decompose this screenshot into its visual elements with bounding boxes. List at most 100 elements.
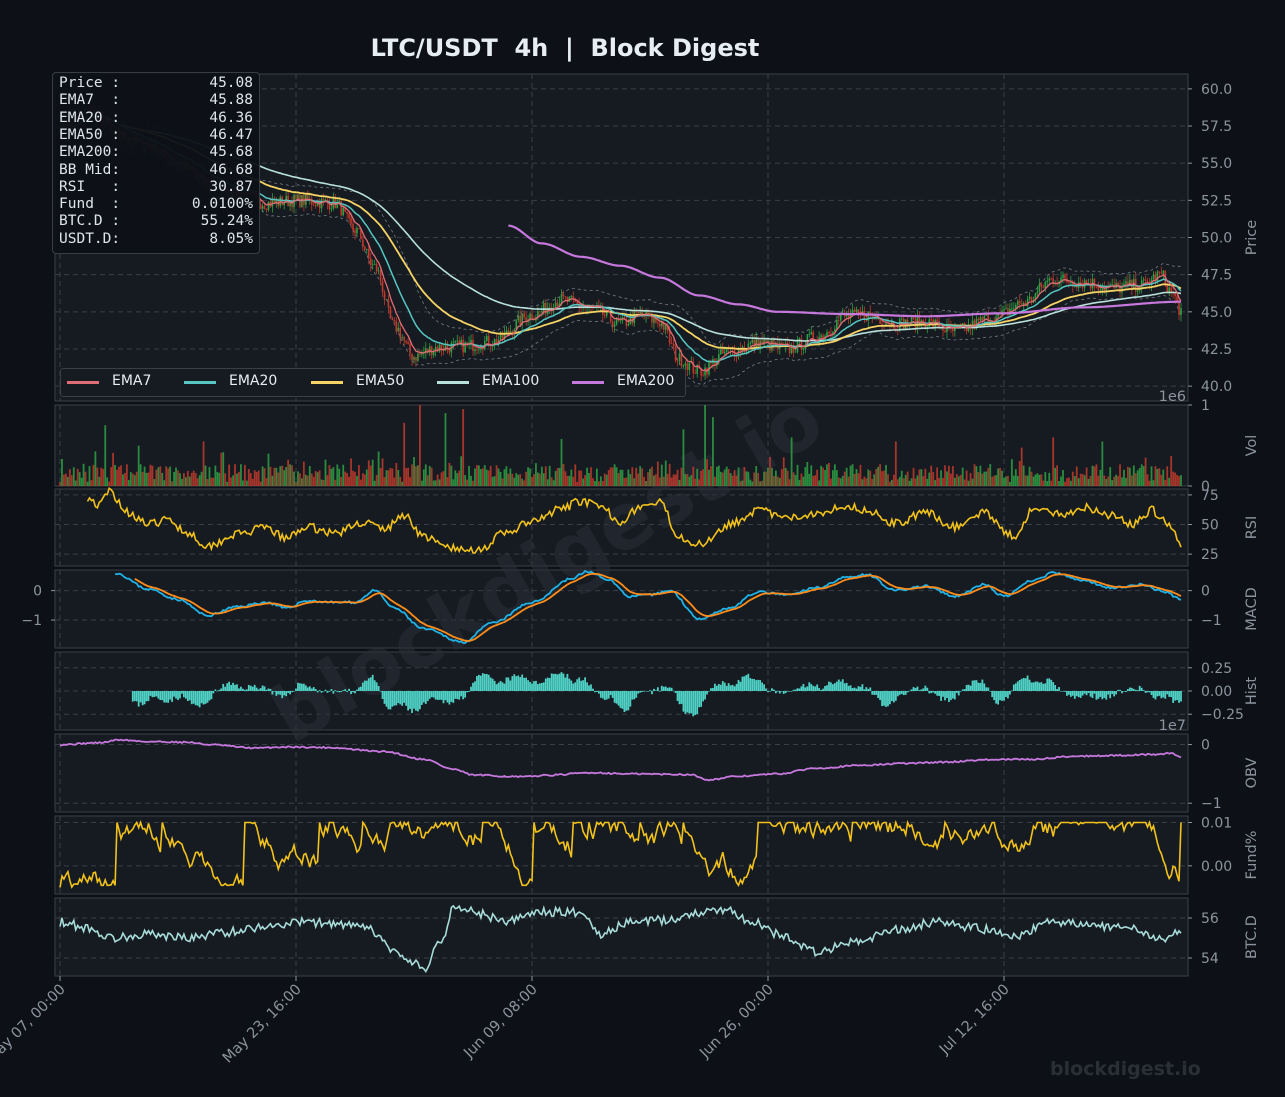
histogram-bar bbox=[820, 690, 822, 691]
histogram-bar bbox=[273, 691, 276, 692]
histogram-bar bbox=[393, 691, 396, 706]
histogram-bar bbox=[896, 691, 899, 697]
volume-bar bbox=[963, 479, 966, 486]
candle-body bbox=[749, 342, 752, 344]
candle-body bbox=[320, 198, 323, 209]
candle-body bbox=[1144, 279, 1147, 281]
volume-bar bbox=[965, 470, 968, 486]
histogram-bar bbox=[1138, 685, 1141, 691]
candle-body bbox=[1022, 302, 1025, 305]
ema-legend: EMA7 EMA20 EMA50 EMA100 EMA200 bbox=[60, 368, 686, 397]
histogram-bar bbox=[959, 691, 962, 692]
info-value: 46.47 bbox=[209, 126, 253, 143]
histogram-bar bbox=[912, 687, 915, 691]
histogram-bar bbox=[963, 689, 966, 691]
volume-bar bbox=[318, 470, 321, 486]
candle-body bbox=[1040, 283, 1043, 287]
candle-body bbox=[720, 349, 722, 355]
candle-body bbox=[387, 299, 390, 308]
histogram-bar bbox=[599, 691, 602, 698]
histogram-bar bbox=[609, 691, 612, 696]
histogram-bar bbox=[767, 691, 769, 693]
info-key: EMA20 : bbox=[59, 109, 121, 126]
volume-bar bbox=[1009, 481, 1011, 486]
histogram-bar bbox=[285, 691, 288, 697]
histogram-bar bbox=[887, 691, 889, 707]
volume-bar bbox=[851, 464, 854, 486]
candle-body bbox=[1117, 282, 1119, 286]
candle-body bbox=[800, 338, 803, 350]
volume-bar bbox=[371, 459, 374, 486]
histogram-bar bbox=[780, 691, 783, 692]
histogram-bar bbox=[611, 691, 614, 698]
histogram-bar bbox=[1040, 682, 1043, 691]
histogram-bar bbox=[1174, 691, 1176, 701]
volume-axis-label: Vol bbox=[1244, 435, 1260, 457]
btcd-axis-label: BTC.D bbox=[1244, 915, 1260, 959]
volume-bar bbox=[125, 464, 128, 486]
volume-bar bbox=[627, 469, 630, 486]
volume-bar bbox=[682, 429, 685, 486]
volume-bar bbox=[432, 480, 435, 486]
candle-body bbox=[413, 357, 415, 360]
histogram-bar bbox=[527, 680, 529, 691]
volume-bar bbox=[133, 475, 136, 486]
histogram-bar bbox=[727, 683, 730, 691]
histogram-bar bbox=[476, 676, 478, 691]
histogram-bar bbox=[181, 691, 183, 694]
volume-bar bbox=[141, 471, 144, 486]
info-value: 30.87 bbox=[209, 178, 253, 195]
volume-bar bbox=[66, 476, 69, 486]
volume-bar bbox=[143, 466, 146, 486]
volume-bar bbox=[472, 480, 474, 486]
histogram-bar bbox=[792, 689, 795, 691]
histogram-bar bbox=[220, 688, 223, 691]
volume-bar bbox=[336, 464, 339, 486]
volume-bar bbox=[812, 475, 815, 486]
info-row: BTC.D :55.24% bbox=[59, 213, 253, 230]
volume-bar bbox=[279, 466, 282, 486]
volume-bar bbox=[1071, 471, 1074, 486]
x-tick-label: Jun 09, 08:00 bbox=[460, 982, 540, 1062]
histogram-bar bbox=[1056, 688, 1058, 691]
histogram-bar bbox=[621, 691, 624, 709]
volume-bar bbox=[456, 473, 459, 486]
candle-body bbox=[580, 307, 582, 309]
candle-body bbox=[403, 337, 405, 341]
candle-body bbox=[491, 345, 494, 347]
histogram-bar bbox=[538, 683, 541, 691]
volume-bar bbox=[84, 471, 87, 486]
volume-bar bbox=[1048, 472, 1051, 486]
histogram-bar bbox=[515, 676, 518, 691]
volume-bar bbox=[576, 481, 579, 486]
volume-bar bbox=[214, 465, 217, 486]
histogram-bar bbox=[973, 680, 976, 691]
histogram-bar bbox=[584, 677, 586, 691]
volume-bar bbox=[808, 473, 811, 486]
volume-bar bbox=[338, 468, 341, 486]
price-tick-label: 55.0 bbox=[1201, 156, 1232, 172]
histogram-bar bbox=[371, 674, 374, 691]
histogram-bar bbox=[1115, 691, 1117, 695]
candle-body bbox=[460, 339, 462, 344]
candle-body bbox=[291, 200, 293, 208]
histogram-bar bbox=[242, 688, 244, 691]
candle-body bbox=[501, 332, 504, 339]
volume-bar bbox=[1020, 447, 1023, 486]
volume-bar bbox=[470, 475, 472, 486]
candle-body bbox=[360, 228, 362, 240]
volume-bar bbox=[78, 472, 81, 486]
volume-bar bbox=[367, 460, 370, 486]
volume-bar bbox=[798, 479, 801, 486]
volume-bar bbox=[495, 465, 498, 486]
candle-body bbox=[1048, 278, 1051, 281]
histogram-bar bbox=[428, 691, 431, 699]
histogram-bar bbox=[985, 687, 988, 691]
volume-bar bbox=[641, 468, 644, 486]
histogram-bar bbox=[666, 687, 669, 691]
histogram-bar bbox=[350, 691, 352, 695]
candle-body bbox=[810, 332, 813, 335]
volume-bar bbox=[184, 477, 187, 486]
histogram-bar bbox=[420, 691, 423, 705]
candle-body bbox=[289, 200, 291, 206]
